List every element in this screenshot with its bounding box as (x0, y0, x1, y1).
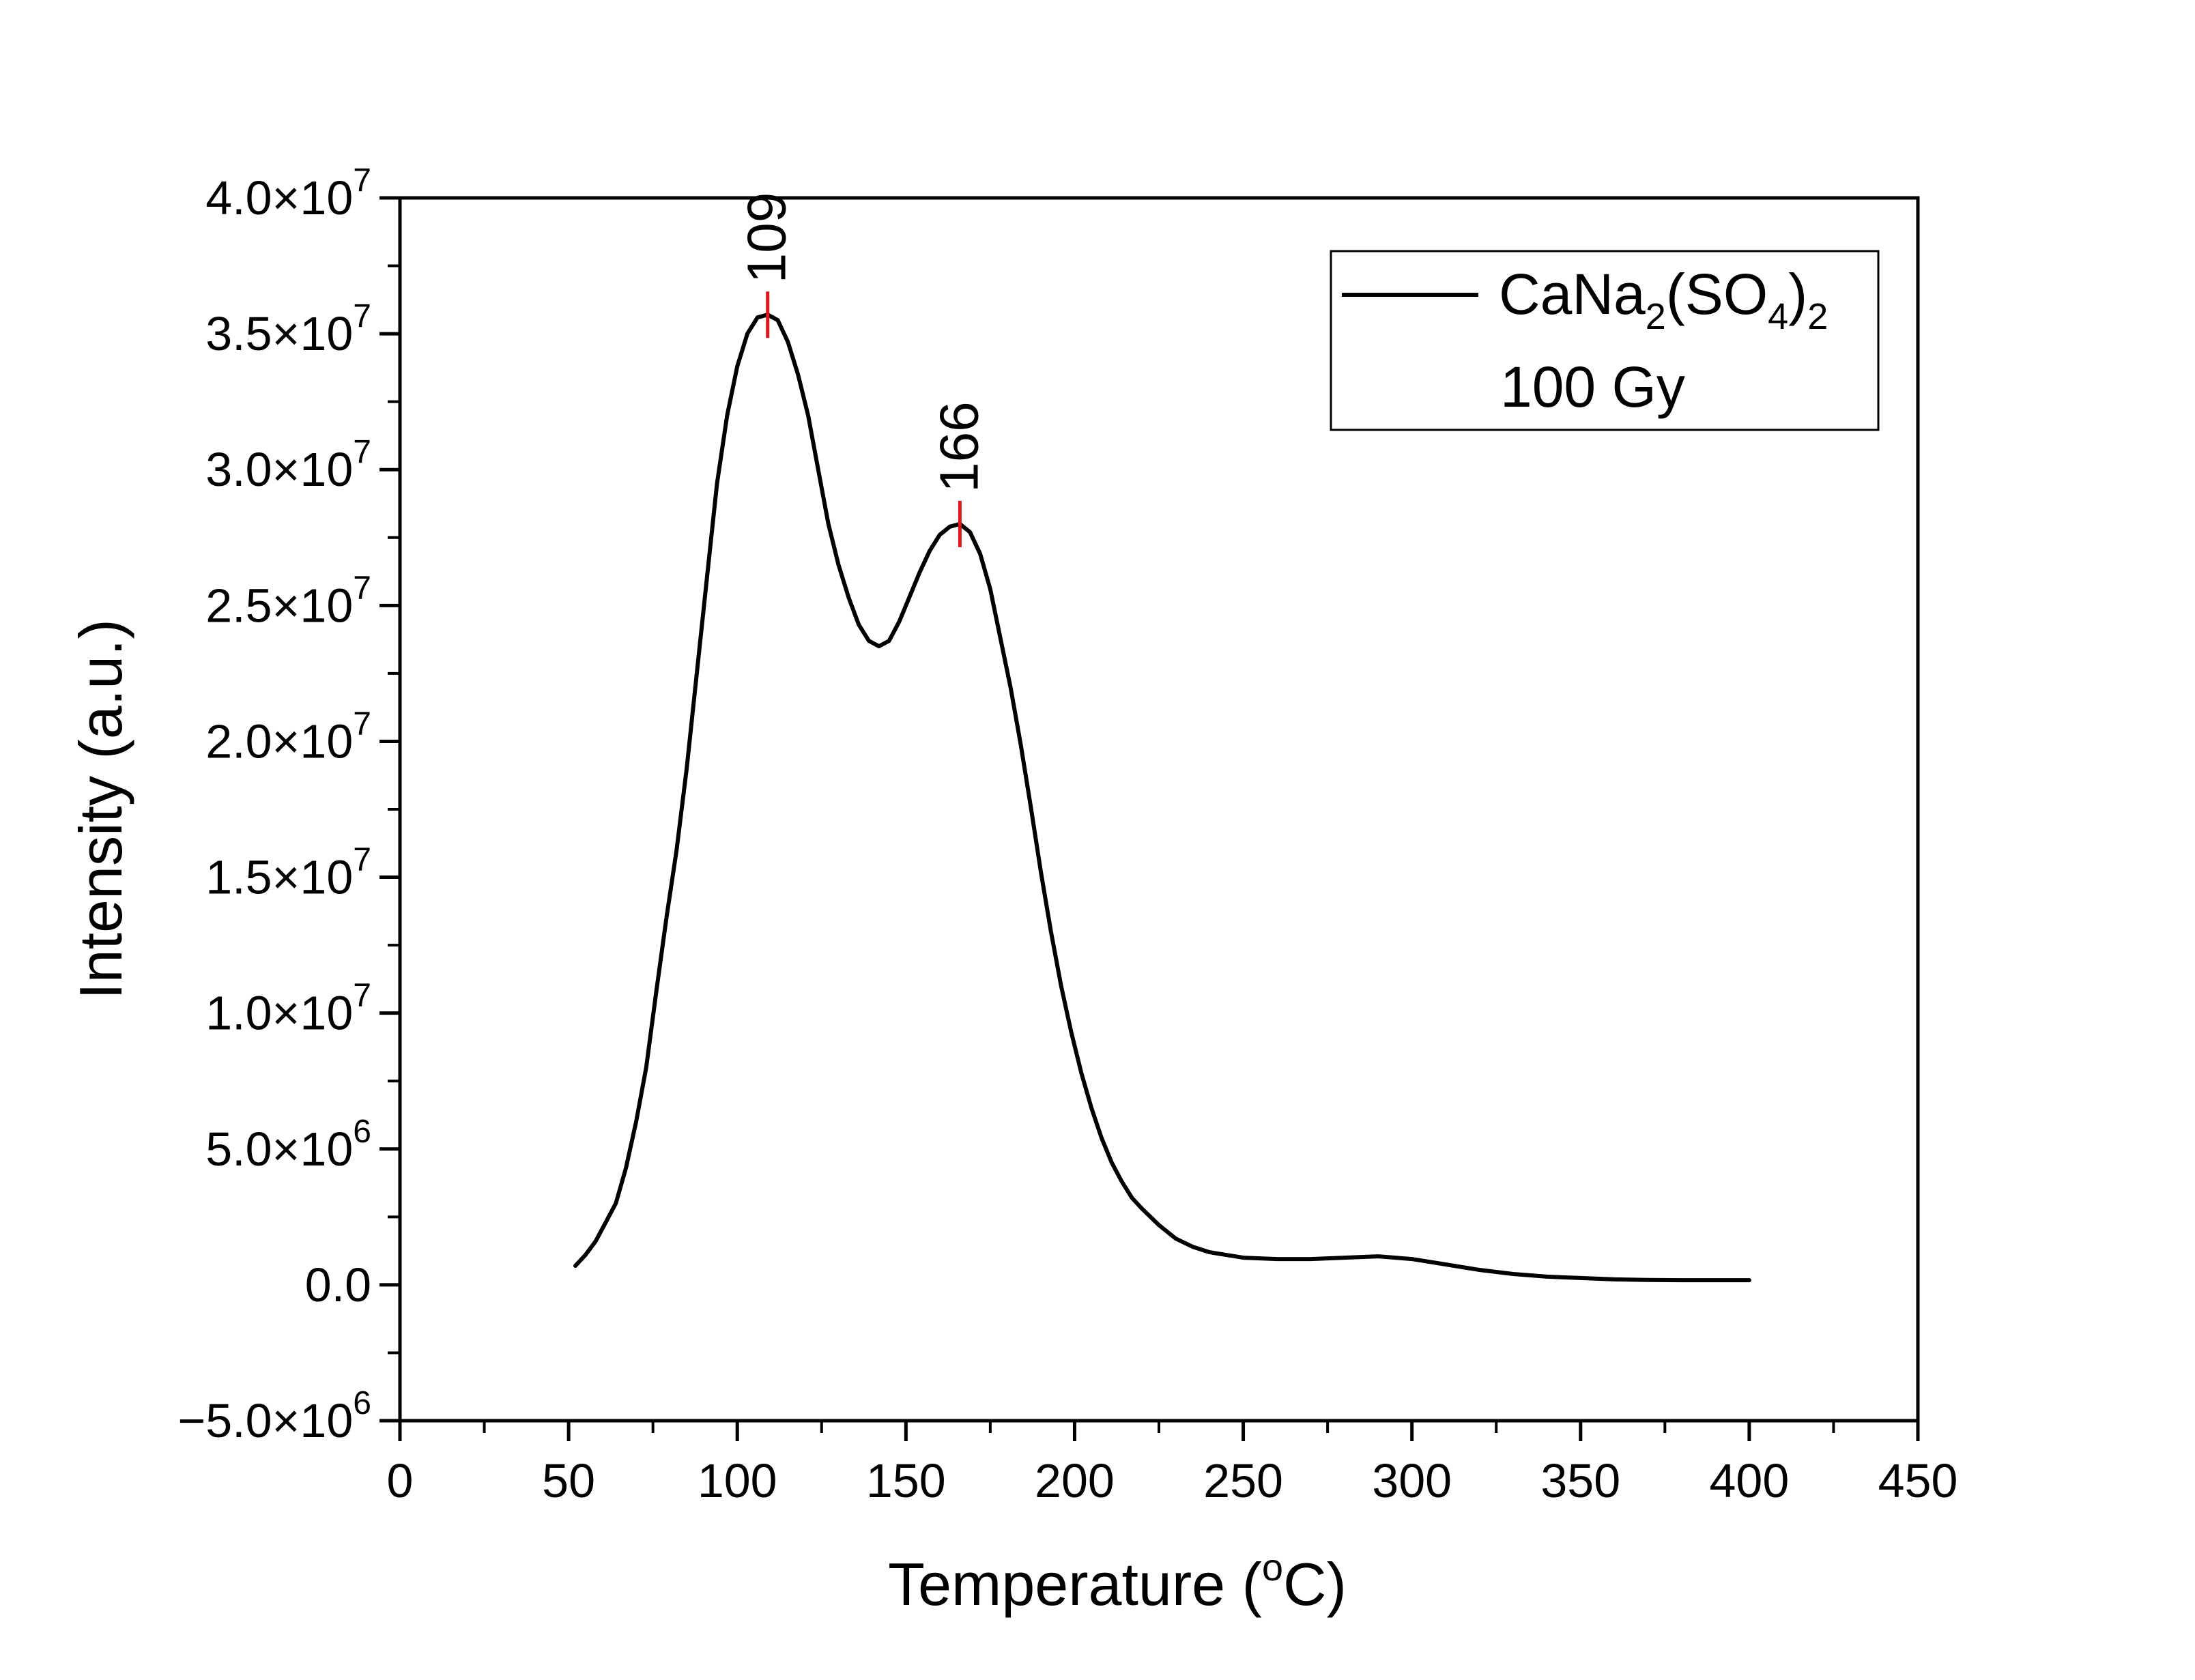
y-tick-label: 5.0×106 (205, 1114, 371, 1176)
x-tick-label: 50 (542, 1454, 595, 1507)
x-tick-label: 200 (1035, 1454, 1115, 1507)
x-tick-label: 350 (1540, 1454, 1620, 1507)
y-tick-label: 2.5×107 (205, 570, 371, 632)
legend-series-name: CaNa2(SO4)2 (1499, 262, 1828, 337)
x-tick-label: 0 (387, 1454, 414, 1507)
plot-frame (398, 196, 1920, 1423)
tick-labels: 0 50 100 150 200 250 300 350 400 450 −5.0×106 0.0 5.… (177, 162, 1957, 1507)
y-tick-label: 2.0×107 (205, 706, 371, 768)
x-tick-label: 400 (1709, 1454, 1789, 1507)
y-tick-label: 0.0 (305, 1258, 371, 1312)
legend-subtitle: 100 Gy (1500, 355, 1685, 419)
peak-label-166: 166 (928, 401, 989, 492)
legend: CaNa2(SO4)2 100 Gy (1330, 250, 1880, 431)
y-tick-label: 1.0×107 (205, 978, 371, 1040)
x-tick-label: 100 (698, 1454, 777, 1507)
y-tick-label: −5.0×106 (177, 1385, 371, 1447)
x-tick-label: 300 (1372, 1454, 1452, 1507)
x-tick-label: 450 (1878, 1454, 1958, 1507)
y-tick-label: 3.0×107 (205, 434, 371, 496)
y-tick-label: 1.5×107 (205, 842, 371, 904)
x-axis-label: Temperature (oC) (888, 1546, 1347, 1618)
x-tick-label: 250 (1203, 1454, 1283, 1507)
y-tick-label: 4.0×107 (205, 162, 371, 225)
peak-annotations: 109 166 (736, 192, 989, 547)
y-axis-label: Intensity (a.u.) (67, 619, 134, 1000)
legend-box (1330, 250, 1880, 431)
x-tick-label: 150 (866, 1454, 946, 1507)
y-tick-label: 3.5×107 (205, 298, 371, 360)
peak-label-109: 109 (736, 192, 797, 283)
axis-ticks (379, 196, 1920, 1441)
